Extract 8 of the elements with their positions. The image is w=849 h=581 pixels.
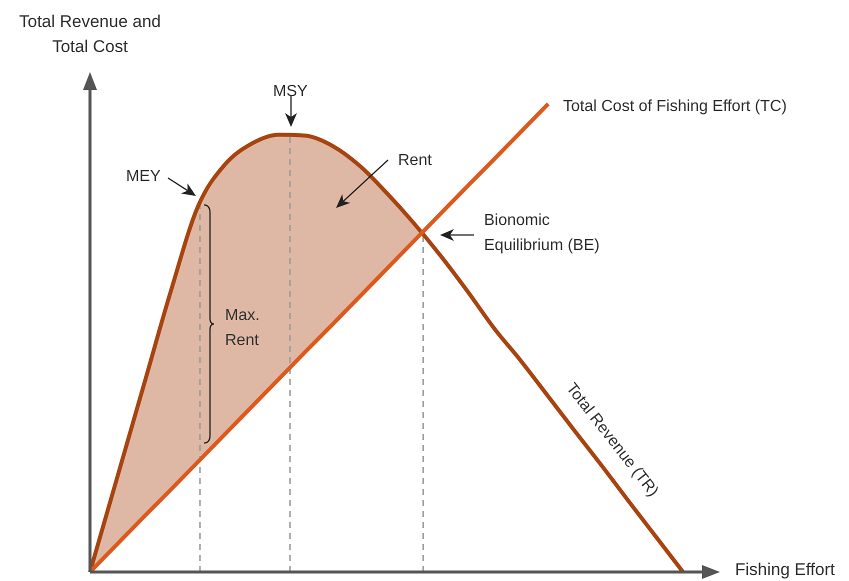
annotation: Max. Rent [225, 306, 261, 351]
y-axis-title: Total Revenue and Total Cost [18, 11, 162, 58]
annotation: Bionomic Equilibrium (BE) [484, 211, 601, 256]
annotation: Rent [398, 151, 433, 171]
x-axis-title: Fishing Effort [735, 559, 835, 581]
text: MSY [273, 82, 309, 102]
series-label: Total Cost of Fishing Effort (TC) [563, 97, 787, 117]
annotation: MEY [126, 167, 162, 187]
